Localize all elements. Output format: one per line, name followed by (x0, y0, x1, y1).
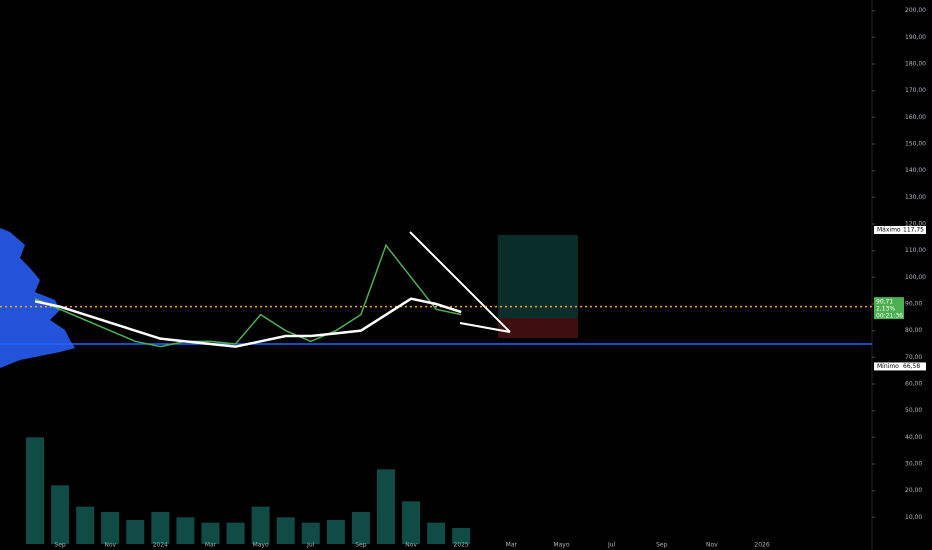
volume-bar (176, 517, 195, 544)
last-price-countdown: 00:21:36 (876, 313, 903, 320)
y-tick-label: 10,00 (905, 514, 922, 521)
volume-bar (151, 512, 170, 544)
y-tick-label: 140,00 (905, 167, 926, 174)
last-price-box (874, 297, 904, 320)
volume-bar (251, 506, 270, 544)
volume-bar (452, 528, 471, 544)
volume-bar (26, 437, 44, 544)
y-tick-label: 180,00 (905, 61, 926, 68)
y-tick-label: 80,00 (905, 327, 922, 334)
volume-bar (376, 469, 395, 544)
y-tick-label: 160,00 (905, 114, 926, 121)
y-tick-label: 90,00 (905, 301, 922, 308)
loss-zone (498, 318, 578, 338)
annotation-box (874, 226, 926, 234)
x-tick-label: Mar (205, 542, 217, 549)
x-tick-label: Nov (405, 542, 417, 549)
volume-bar (427, 522, 446, 544)
volume-profile (0, 228, 75, 368)
y-tick-label: 170,00 (905, 87, 926, 94)
y-tick-label: 120,00 (905, 221, 926, 228)
profit-zone (498, 235, 578, 318)
trend-line (459, 322, 511, 333)
x-tick-label: Mar (506, 542, 518, 549)
volume-bar (226, 522, 245, 544)
x-tick-label: Jul (306, 542, 315, 549)
series-line (34, 297, 462, 348)
volume-bar (201, 522, 220, 544)
x-tick-label: Sep (355, 542, 367, 549)
x-tick-label: Sep (656, 542, 668, 549)
x-tick-label: Jul (607, 542, 616, 549)
y-tick-label: 130,00 (905, 194, 926, 201)
volume-bar (101, 512, 120, 544)
y-tick-label: 20,00 (905, 487, 922, 494)
x-tick-label: Sep (54, 542, 66, 549)
trend-line (409, 231, 511, 333)
volume-bar (126, 520, 145, 544)
x-tick-label: Nov (706, 542, 718, 549)
volume-bar (326, 520, 345, 544)
y-tick-label: 70,00 (905, 354, 922, 361)
annotation-label: Máximo (877, 227, 901, 234)
x-tick-label: Mayo (253, 542, 269, 549)
volume-bar (402, 501, 421, 544)
x-tick-label: Mayo (553, 542, 569, 549)
y-tick-label: 40,00 (905, 434, 922, 441)
annotation-value: 117,75 (903, 227, 924, 234)
x-tick-label: 2025 (454, 542, 469, 549)
series-line (34, 243, 462, 348)
volume-bar (51, 485, 70, 544)
x-tick-label: 2024 (153, 542, 168, 549)
volume-bar (301, 522, 320, 544)
annotation-box (874, 362, 926, 371)
y-tick-label: 190,00 (905, 34, 926, 41)
y-tick-label: 200,00 (905, 7, 926, 14)
x-tick-label: Nov (104, 542, 116, 549)
x-tick-label: 2026 (754, 542, 769, 549)
y-tick-label: 100,00 (905, 274, 926, 281)
y-tick-label: 50,00 (905, 407, 922, 414)
volume-bar (276, 517, 295, 544)
volume-bar (351, 512, 370, 544)
y-tick-label: 150,00 (905, 141, 926, 148)
y-tick-label: 30,00 (905, 461, 922, 468)
y-tick-label: 60,00 (905, 381, 922, 388)
annotation-label: Mínimo (877, 363, 899, 370)
y-tick-label: 110,00 (905, 247, 926, 254)
annotation-value: 66,58 (903, 363, 920, 370)
volume-bar (76, 506, 95, 544)
last-price-label: 90,71 (876, 299, 893, 306)
last-price-change: 2,13% (876, 306, 895, 313)
